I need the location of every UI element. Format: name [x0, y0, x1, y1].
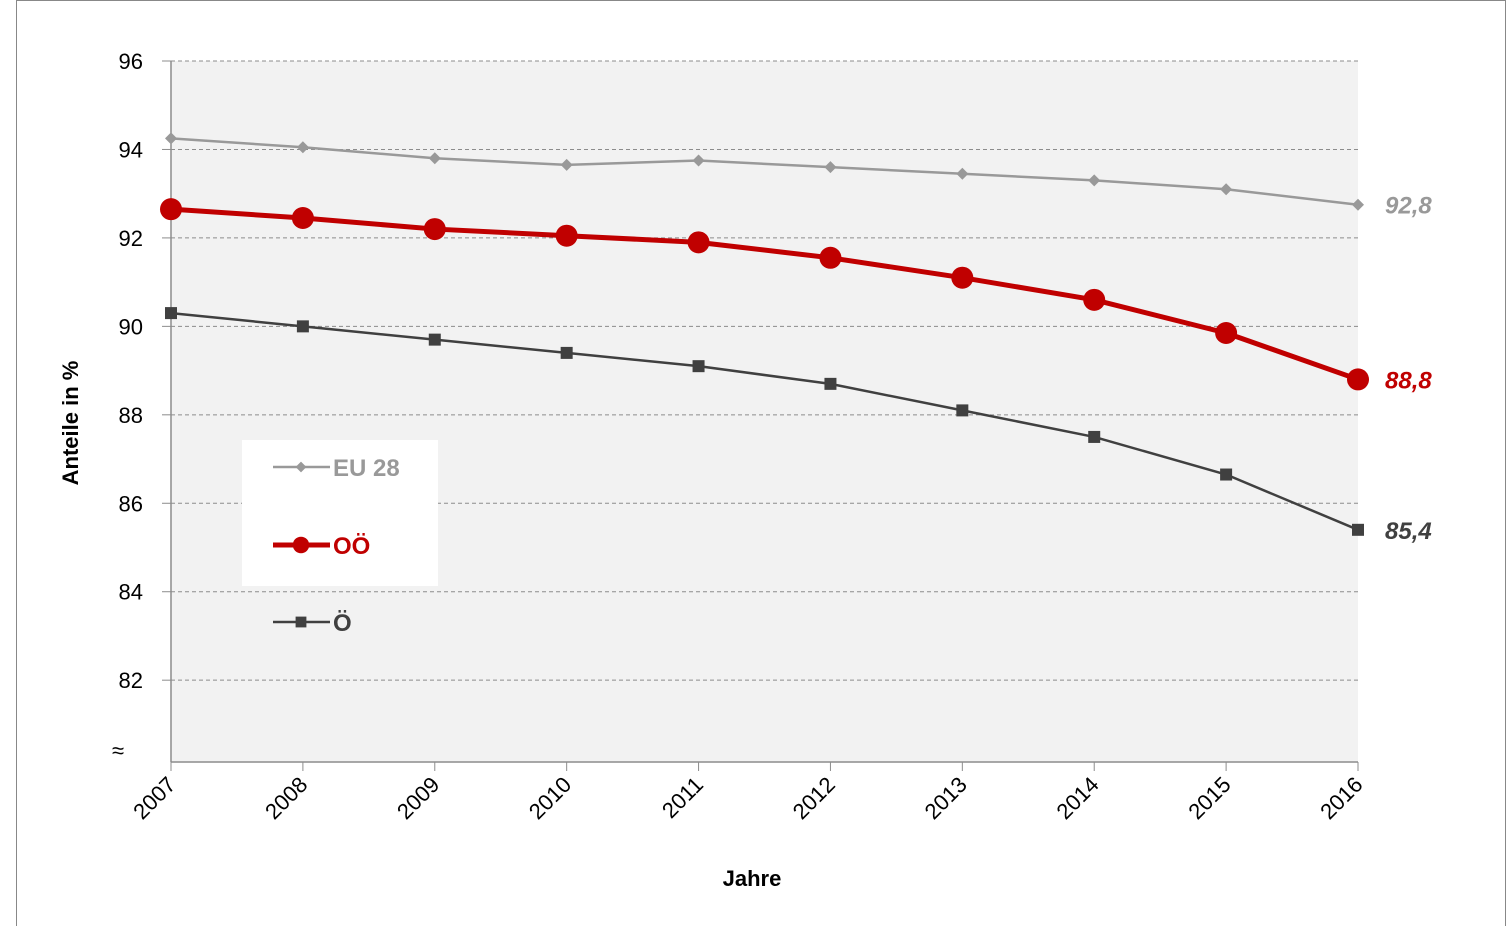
data-point: [295, 461, 307, 473]
y-tick-label: 88: [119, 403, 143, 428]
legend-label: EU 28: [333, 455, 400, 482]
x-tick-label: 2009: [392, 772, 444, 824]
data-point: [295, 616, 307, 628]
series-EU 28: 92,8: [165, 132, 1432, 220]
y-tick-label: 96: [119, 49, 143, 74]
data-point: [292, 536, 310, 554]
y-axis-title: Anteile in %: [58, 361, 83, 486]
data-point: [1347, 368, 1369, 391]
x-tick-label: 2007: [128, 772, 180, 824]
data-point: [296, 320, 309, 333]
series-OÖ: 88,8: [160, 198, 1432, 394]
data-point: [1088, 430, 1101, 443]
plot-area: [171, 61, 1358, 762]
legend-item: EU 28: [273, 455, 400, 482]
series-line: [170, 311, 1359, 531]
legend-background: [242, 440, 438, 586]
legend-item: Ö: [273, 610, 352, 637]
data-point: [687, 231, 710, 254]
data-point: [160, 198, 182, 221]
data-point: [692, 154, 705, 167]
data-point: [819, 246, 842, 269]
chart-frame: [16, 0, 1506, 926]
data-point: [560, 158, 573, 171]
data-point: [824, 161, 837, 174]
data-point: [956, 167, 969, 180]
y-tick-labels: 96 94 92 90 88 86 84 82: [119, 49, 143, 693]
x-tick-label: 2016: [1315, 772, 1367, 824]
data-point: [951, 266, 974, 289]
x-tick-label: 2011: [657, 772, 708, 823]
axis-break-symbol: ≈: [112, 738, 124, 763]
legend-item: OÖ: [273, 533, 370, 560]
data-point: [1220, 468, 1233, 481]
data-point: [1352, 198, 1364, 211]
gridlines: [162, 60, 1358, 681]
y-tick-label: 94: [119, 137, 143, 162]
data-point: [956, 404, 969, 417]
legend-label: Ö: [333, 610, 352, 637]
data-point: [824, 377, 837, 390]
y-tick-label: 84: [119, 580, 143, 605]
data-point: [165, 307, 177, 320]
x-tick-label: 2013: [920, 772, 972, 824]
legend-label: OÖ: [333, 533, 370, 560]
x-tick-label: 2008: [260, 772, 312, 824]
x-axis-title: Jahre: [723, 866, 782, 891]
x-tick-label: 2014: [1051, 772, 1103, 824]
data-point: [692, 360, 705, 373]
axes: [170, 61, 1359, 771]
data-point: [555, 224, 578, 247]
series-line: [170, 206, 1359, 382]
data-point: [1088, 174, 1101, 187]
y-tick-label: 90: [119, 314, 143, 339]
data-point: [428, 152, 441, 165]
y-tick-label: 82: [119, 668, 143, 693]
x-tick-label: 2010: [524, 772, 576, 824]
y-tick-label: 92: [119, 226, 143, 251]
data-point: [428, 333, 441, 346]
data-point: [165, 132, 177, 145]
y-tick-label: 86: [119, 491, 143, 516]
data-point: [1220, 183, 1233, 196]
x-tick-label: 2012: [788, 772, 840, 824]
series-lines: 92,8 88,8 85,4: [160, 132, 1432, 545]
end-value-label: 92,8: [1385, 193, 1432, 220]
series-Ö: 85,4: [165, 307, 1432, 545]
data-point: [560, 346, 573, 359]
legend: EU 28 OÖ Ö: [273, 455, 400, 637]
data-point: [296, 141, 309, 154]
x-tick-labels: 2007 2008 2009 2010 2011 2012 2013 2014 2015 2016: [128, 772, 1367, 824]
data-point: [1352, 523, 1364, 536]
data-point: [1215, 321, 1238, 344]
x-tick-label: 2015: [1183, 772, 1235, 824]
series-line: [170, 137, 1359, 206]
end-value-label: 88,8: [1385, 367, 1432, 394]
data-point: [291, 207, 314, 230]
data-point: [423, 218, 446, 241]
end-value-label: 85,4: [1385, 518, 1432, 545]
data-point: [1083, 288, 1106, 311]
